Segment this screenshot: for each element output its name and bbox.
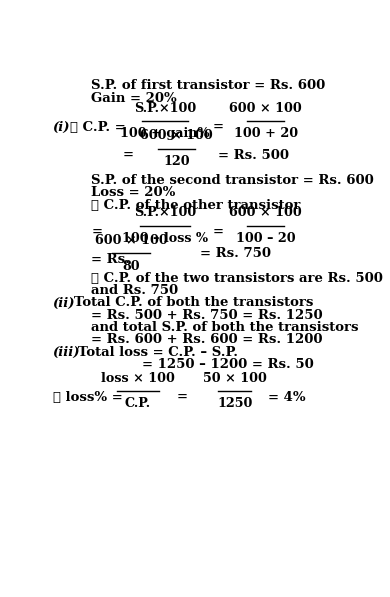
Text: (ii): (ii): [53, 297, 75, 309]
Text: C.P.: C.P.: [125, 398, 151, 410]
Text: =: =: [213, 226, 224, 239]
Text: = Rs. 750: = Rs. 750: [200, 247, 271, 260]
Text: S.P.×100: S.P.×100: [134, 101, 196, 115]
Text: Total C.P. of both the transistors: Total C.P. of both the transistors: [74, 297, 313, 309]
Text: =: =: [91, 226, 102, 239]
Text: (iii): (iii): [53, 346, 80, 359]
Text: 50 × 100: 50 × 100: [203, 372, 267, 385]
Text: 100 – 20: 100 – 20: [236, 232, 296, 245]
Text: 100 + gain%: 100 + gain%: [120, 127, 210, 140]
Text: = 4%: = 4%: [268, 391, 306, 404]
Text: = Rs.: = Rs.: [91, 253, 130, 266]
Text: ∴ C.P. =: ∴ C.P. =: [71, 121, 126, 134]
Text: 120: 120: [163, 155, 190, 168]
Text: =: =: [122, 149, 133, 162]
Text: S.P. of first transistor = Rs. 600: S.P. of first transistor = Rs. 600: [91, 79, 326, 93]
Text: ∴ loss% =: ∴ loss% =: [53, 391, 122, 404]
Text: S.P.×100: S.P.×100: [134, 207, 196, 220]
Text: 100 + 20: 100 + 20: [234, 127, 298, 140]
Text: and total S.P. of both the transistors: and total S.P. of both the transistors: [91, 321, 359, 334]
Text: ∴ C.P. of the other transistor: ∴ C.P. of the other transistor: [91, 199, 301, 212]
Text: = Rs. 600 + Rs. 600 = Rs. 1200: = Rs. 600 + Rs. 600 = Rs. 1200: [91, 334, 323, 346]
Text: 1250: 1250: [217, 398, 252, 410]
Text: 600 × 100: 600 × 100: [140, 130, 213, 143]
Text: =: =: [177, 391, 188, 404]
Text: =: =: [213, 121, 224, 134]
Text: = Rs. 500 + Rs. 750 = Rs. 1250: = Rs. 500 + Rs. 750 = Rs. 1250: [91, 309, 323, 322]
Text: Total loss = C.P. – S.P.: Total loss = C.P. – S.P.: [78, 346, 238, 359]
Text: (i): (i): [53, 121, 70, 134]
Text: = 1250 – 1200 = Rs. 50: = 1250 – 1200 = Rs. 50: [142, 358, 314, 371]
Text: 600 × 100: 600 × 100: [229, 101, 302, 115]
Text: Gain = 20%: Gain = 20%: [91, 92, 177, 104]
Text: 80: 80: [122, 260, 140, 272]
Text: ∴ C.P. of the two transistors are Rs. 500: ∴ C.P. of the two transistors are Rs. 50…: [91, 272, 383, 285]
Text: 600 × 100: 600 × 100: [229, 207, 302, 220]
Text: 600 × 100: 600 × 100: [94, 234, 167, 247]
Text: S.P. of the second transistor = Rs. 600: S.P. of the second transistor = Rs. 600: [91, 174, 374, 187]
Text: and Rs. 750: and Rs. 750: [91, 284, 179, 297]
Text: loss × 100: loss × 100: [101, 372, 175, 385]
Text: = Rs. 500: = Rs. 500: [218, 149, 289, 162]
Text: 100 – loss %: 100 – loss %: [122, 232, 208, 245]
Text: Loss = 20%: Loss = 20%: [91, 186, 176, 199]
